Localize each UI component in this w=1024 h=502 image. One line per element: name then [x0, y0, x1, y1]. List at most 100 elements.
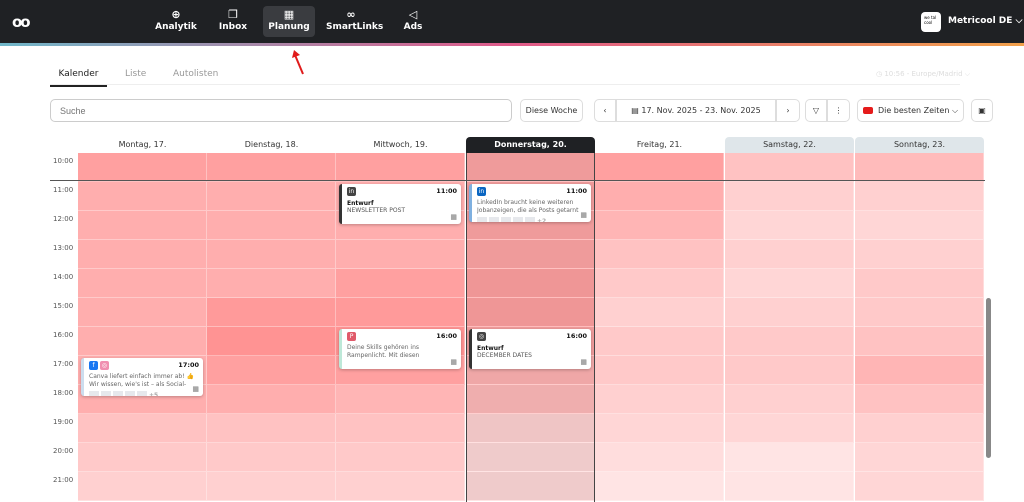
time-slot[interactable]: [78, 327, 207, 356]
time-slot[interactable]: [725, 327, 854, 356]
metricool-logo[interactable]: oo: [12, 13, 31, 31]
post-card[interactable]: in 11:00 Entwurf NEWSLETTER POST ▦: [339, 184, 461, 224]
time-slot[interactable]: [207, 385, 336, 414]
time-slot[interactable]: [725, 472, 854, 501]
time-slot[interactable]: [595, 327, 724, 356]
time-slot[interactable]: [725, 182, 854, 211]
time-slot[interactable]: [207, 356, 336, 385]
prev-week-button[interactable]: ‹: [594, 99, 616, 122]
time-slot[interactable]: [78, 443, 207, 472]
day-header[interactable]: Donnerstag, 20.: [466, 137, 595, 153]
media-library-icon[interactable]: ▣: [971, 99, 993, 122]
time-slot[interactable]: [78, 240, 207, 269]
time-slot[interactable]: [336, 414, 465, 443]
post-card[interactable]: P 16:00 Deine Skills gehören ins Rampenlic…: [339, 329, 461, 369]
filter-icon[interactable]: ▽: [805, 99, 827, 122]
nav-planung[interactable]: ▦ Planung: [263, 6, 315, 37]
scrollbar-thumb[interactable]: [986, 298, 991, 458]
time-slot[interactable]: [78, 472, 207, 501]
time-slot[interactable]: [207, 211, 336, 240]
time-slot[interactable]: [466, 153, 595, 182]
time-slot[interactable]: [725, 414, 854, 443]
nav-smartlinks[interactable]: ∞ SmartLinks: [326, 8, 384, 33]
time-slot[interactable]: [725, 356, 854, 385]
time-slot[interactable]: [336, 443, 465, 472]
best-times-dropdown[interactable]: Die besten Zeiten ⌵: [857, 99, 964, 122]
time-slot[interactable]: [595, 356, 724, 385]
time-slot[interactable]: [595, 153, 724, 182]
nav-analytik[interactable]: ⊕ Analytik: [155, 8, 197, 33]
time-slot[interactable]: [207, 327, 336, 356]
time-slot[interactable]: [207, 269, 336, 298]
time-slot[interactable]: [207, 443, 336, 472]
time-slot[interactable]: [336, 298, 465, 327]
time-slot[interactable]: [466, 269, 595, 298]
time-slot[interactable]: [595, 211, 724, 240]
day-header[interactable]: Samstag, 22.: [725, 137, 854, 153]
time-slot[interactable]: [595, 182, 724, 211]
time-slot[interactable]: [725, 298, 854, 327]
time-slot[interactable]: [725, 240, 854, 269]
nav-inbox[interactable]: ❐ Inbox: [214, 6, 252, 37]
tab-liste[interactable]: Liste: [125, 69, 147, 79]
post-card[interactable]: f ◎ 17:00 Canva liefert einfach immer ab! …: [81, 358, 203, 396]
tab-kalender[interactable]: Kalender: [50, 69, 107, 87]
time-slot[interactable]: [855, 414, 984, 443]
time-slot[interactable]: [855, 182, 984, 211]
time-slot[interactable]: [855, 356, 984, 385]
time-slot[interactable]: [855, 153, 984, 182]
time-slot[interactable]: [336, 385, 465, 414]
time-slot[interactable]: [78, 414, 207, 443]
time-slot[interactable]: [78, 298, 207, 327]
avatar[interactable]: we tal cool: [921, 12, 941, 32]
time-slot[interactable]: [336, 240, 465, 269]
this-week-button[interactable]: Diese Woche: [520, 99, 583, 122]
time-slot[interactable]: [336, 269, 465, 298]
time-slot[interactable]: [207, 472, 336, 501]
day-header[interactable]: Montag, 17.: [118, 140, 167, 149]
time-slot[interactable]: [855, 211, 984, 240]
time-slot[interactable]: [466, 443, 595, 472]
time-slot[interactable]: [78, 182, 207, 211]
nav-ads[interactable]: ◁ Ads: [398, 6, 428, 37]
tab-autolisten[interactable]: Autolisten: [173, 69, 219, 79]
time-slot[interactable]: [725, 211, 854, 240]
time-slot[interactable]: [725, 153, 854, 182]
time-slot[interactable]: [207, 414, 336, 443]
time-slot[interactable]: [855, 443, 984, 472]
time-slot[interactable]: [855, 240, 984, 269]
time-slot[interactable]: [207, 182, 336, 211]
more-options-icon[interactable]: ⋮: [827, 99, 850, 122]
time-slot[interactable]: [855, 327, 984, 356]
date-range-picker[interactable]: ▤ 17. Nov. 2025 - 23. Nov. 2025: [616, 99, 776, 122]
next-week-button[interactable]: ›: [776, 99, 800, 122]
time-slot[interactable]: [78, 269, 207, 298]
time-slot[interactable]: [725, 269, 854, 298]
time-slot[interactable]: [725, 385, 854, 414]
search-input[interactable]: [50, 99, 512, 122]
time-slot[interactable]: [595, 443, 724, 472]
time-slot[interactable]: [855, 298, 984, 327]
time-slot[interactable]: [595, 269, 724, 298]
account-switcher[interactable]: Metricool DE ⌵: [948, 16, 1023, 26]
time-slot[interactable]: [207, 298, 336, 327]
time-slot[interactable]: [595, 414, 724, 443]
day-header[interactable]: Freitag, 21.: [636, 140, 683, 149]
day-header[interactable]: Dienstag, 18.: [244, 140, 299, 149]
time-slot[interactable]: [207, 153, 336, 182]
time-slot[interactable]: [595, 298, 724, 327]
post-card[interactable]: in 11:00 LinkedIn braucht keine weiteren J…: [469, 184, 591, 222]
timezone-selector[interactable]: ◷ 10:56 - Europe/Madrid ⌵: [876, 70, 971, 78]
time-slot[interactable]: [78, 211, 207, 240]
day-header[interactable]: Mittwoch, 19.: [373, 140, 428, 149]
time-slot[interactable]: [336, 153, 465, 182]
day-header[interactable]: Sonntag, 23.: [855, 137, 984, 153]
time-slot[interactable]: [595, 240, 724, 269]
time-slot[interactable]: [466, 414, 595, 443]
time-slot[interactable]: [595, 385, 724, 414]
time-slot[interactable]: [725, 443, 854, 472]
time-slot[interactable]: [855, 269, 984, 298]
time-slot[interactable]: [207, 240, 336, 269]
time-slot[interactable]: [855, 385, 984, 414]
time-slot[interactable]: [336, 472, 465, 501]
